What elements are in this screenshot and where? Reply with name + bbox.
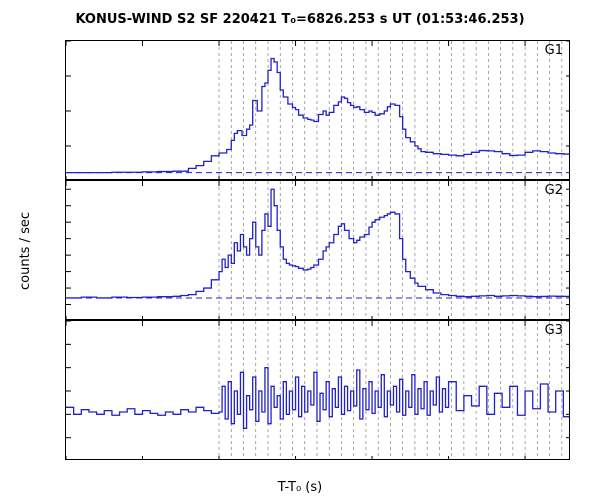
figure: KONUS-WIND S2 SF 220421 T₀=6826.253 s UT…	[0, 0, 600, 500]
panel-label: G2	[545, 183, 563, 198]
panel-G1: 05000100001500020000G1	[65, 40, 570, 180]
panel-G3: 150200250300350400G3-100-50050100150200	[65, 320, 570, 460]
panel-label: G1	[545, 43, 563, 58]
x-axis-label: T-T₀ (s)	[0, 480, 600, 495]
chart-title: KONUS-WIND S2 SF 220421 T₀=6826.253 s UT…	[0, 12, 600, 27]
panel-label: G3	[545, 323, 563, 338]
panel-G2: 2004006008001000120014001600G2	[65, 180, 570, 320]
y-axis-label: counts / sec	[18, 212, 33, 290]
